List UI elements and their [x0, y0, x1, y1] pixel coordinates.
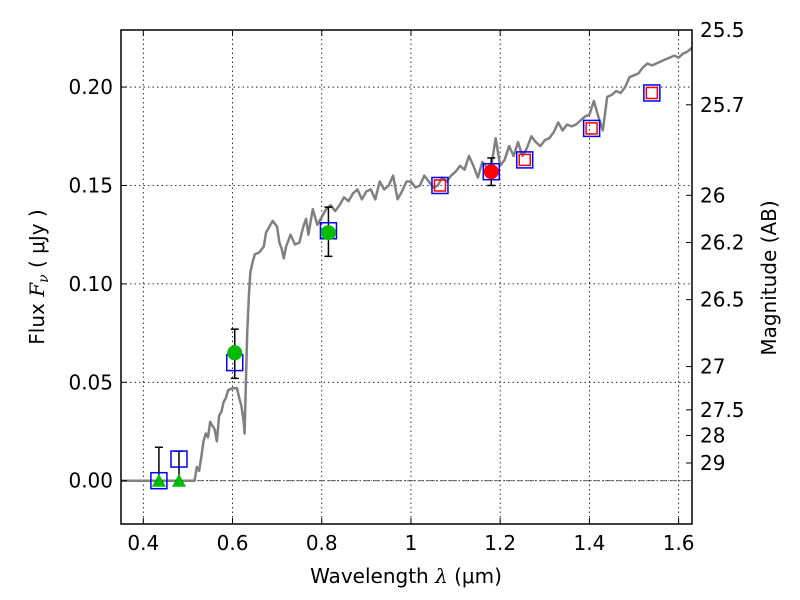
x-tick-label: 1.6 [663, 531, 695, 555]
square-marker [433, 179, 447, 192]
markers [150, 84, 661, 490]
y-tick-labels: 0.00 0.05 0.10 0.15 0.20 [68, 75, 113, 493]
y-tick-label: 0.15 [68, 173, 113, 197]
y-tick-label: 0.20 [68, 75, 113, 99]
y2-axis-title: Magnitude (AB) [757, 200, 781, 355]
plot-frame [120, 29, 693, 525]
model-spectrum [121, 46, 693, 482]
y2-tick-label: 26.2 [700, 231, 745, 255]
circle-marker [320, 225, 336, 241]
square-marker [585, 122, 598, 135]
circle-marker [227, 345, 243, 361]
square-marker [170, 450, 188, 468]
square-marker [150, 471, 168, 490]
triangle-marker [171, 473, 186, 487]
x-tick-labels: 0.4 0.6 0.8 1 1.2 1.4 1.6 [127, 531, 694, 555]
y2-tick-label: 26 [700, 183, 725, 207]
square-marker [431, 176, 449, 195]
y-tick-label: 0.10 [68, 272, 113, 296]
y2-tick-labels: 25.5 25.7 26 26.2 26.5 27 27.528 29 [700, 18, 745, 475]
y2-tick-label: 25.7 [700, 93, 745, 117]
y2-tick-label: 27 [700, 355, 725, 379]
y-tick-label: 0.05 [68, 370, 113, 394]
square-marker [515, 151, 534, 169]
square-marker [582, 119, 601, 138]
y2-tick-label: 25.5 [700, 18, 745, 42]
square-marker [645, 86, 659, 100]
y2-tick-label: 26.5 [700, 288, 745, 312]
y2-tick-label: 28 [700, 423, 725, 447]
spectrum-line [121, 46, 693, 482]
circle-marker [483, 164, 499, 180]
y-axis-title: Flux Fν ( μJy ) [25, 209, 52, 344]
square-marker [518, 153, 531, 167]
x-tick-label: 0.8 [306, 531, 338, 555]
x-tick-label: 1 [405, 531, 418, 555]
square-marker [643, 84, 661, 102]
y2-tick-label: 27.5 [700, 398, 745, 422]
ticks [121, 29, 692, 524]
x-tick-label: 0.6 [217, 531, 249, 555]
x-tick-label: 0.4 [127, 531, 159, 555]
x-axis-title: Wavelength λ (μm) [310, 564, 502, 588]
x-tick-label: 1.2 [484, 531, 516, 555]
square-marker [482, 162, 501, 181]
triangle-marker [151, 473, 166, 487]
y2-tick-label: 29 [700, 451, 725, 475]
y-tick-label: 0.00 [68, 469, 113, 493]
x-tick-label: 1.4 [573, 531, 605, 555]
